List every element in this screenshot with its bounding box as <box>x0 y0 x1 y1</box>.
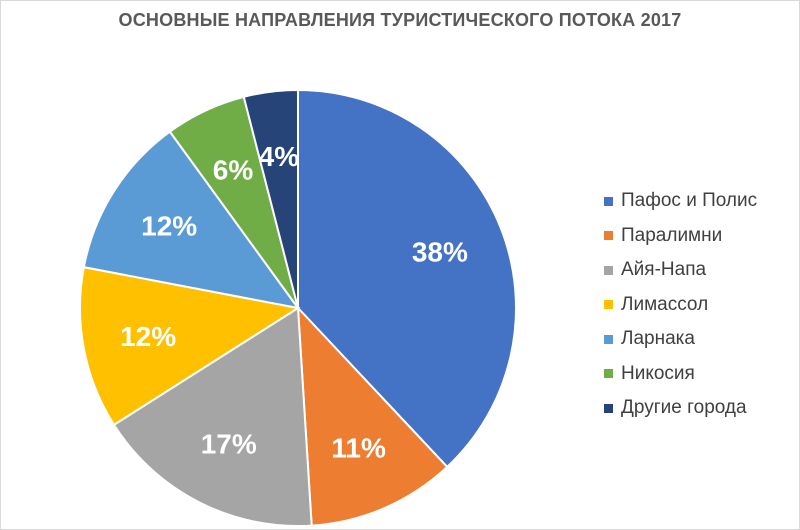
legend-swatch <box>604 403 613 413</box>
chart-title: ОСНОВНЫЕ НАПРАВЛЕНИЯ ТУРИСТИЧЕСКОГО ПОТО… <box>118 10 682 30</box>
data-label-4: 12% <box>120 321 176 352</box>
legend-label: Паралимни <box>621 224 723 246</box>
pie-slice-4 <box>79 265 301 427</box>
legend-label: Айя-Напа <box>621 259 707 281</box>
legend-label: Пафос и Полис <box>621 190 758 212</box>
pie-slices <box>79 88 517 527</box>
legend-label: Другие города <box>621 397 747 419</box>
legend-item-7: Другие города <box>604 391 757 426</box>
legend: Пафос и Полис Паралимни Айя-Напа Лимассол Ла… <box>604 184 757 426</box>
legend-swatch <box>604 196 613 206</box>
pie-slice-7 <box>242 88 299 309</box>
legend-label: Никосия <box>621 362 695 384</box>
legend-swatch <box>604 334 613 344</box>
pie-slice-5 <box>82 130 301 310</box>
legend-item-5: Ларнака <box>604 322 757 357</box>
data-label-2: 11% <box>331 433 386 464</box>
legend-swatch <box>604 300 613 310</box>
legend-label: Лимассол <box>621 293 709 315</box>
data-label-3: 17% <box>201 428 257 459</box>
legend-swatch <box>604 231 613 241</box>
legend-item-3: Айя-Напа <box>604 253 757 288</box>
legend-item-6: Никосия <box>604 357 757 392</box>
data-label-5: 12% <box>141 211 197 242</box>
pie-data-labels: 38% 11% 17% 12% 12% 6% 4% <box>120 141 468 463</box>
legend-swatch <box>604 265 613 275</box>
data-label-6: 6% <box>213 154 254 185</box>
legend-item-2: Паралимни <box>604 219 757 254</box>
pie-slice-2 <box>296 305 449 527</box>
legend-swatch <box>604 369 613 379</box>
legend-item-1: Пафос и Полис <box>604 184 757 219</box>
pie-slice-1 <box>297 88 517 469</box>
data-label-7: 4% <box>259 141 300 172</box>
legend-item-4: Лимассол <box>604 288 757 323</box>
legend-label: Ларнака <box>621 328 695 350</box>
pie-slice-3 <box>112 306 313 527</box>
data-label-1: 38% <box>412 236 468 267</box>
